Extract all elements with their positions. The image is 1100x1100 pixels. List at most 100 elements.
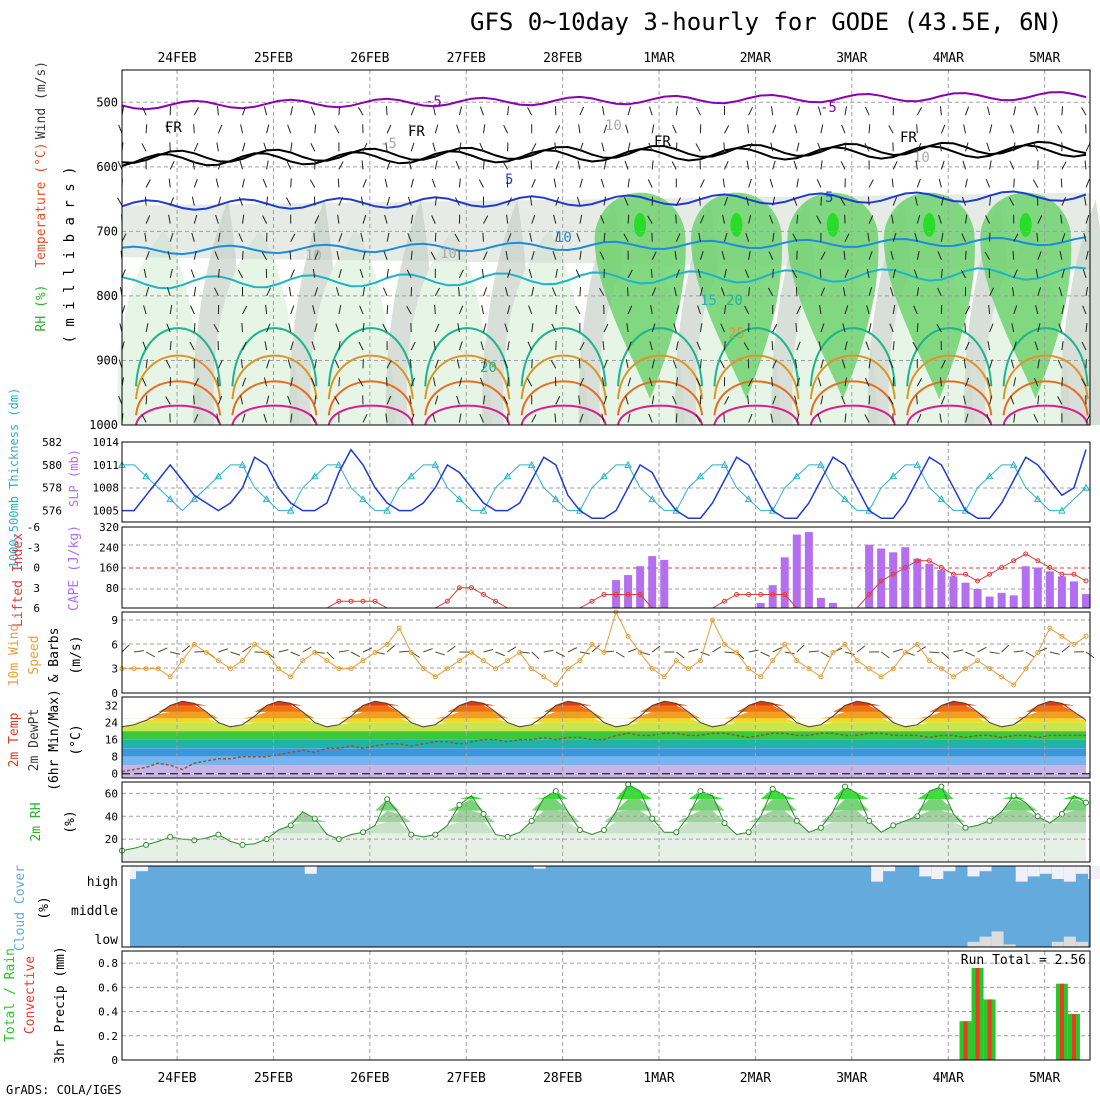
thickness-marker bbox=[961, 506, 970, 514]
wind-barb bbox=[384, 214, 388, 224]
wind-barb bbox=[409, 359, 412, 369]
wind-barb bbox=[579, 106, 585, 116]
wind-barb bbox=[262, 178, 268, 188]
slp-tick-label: 1014 bbox=[93, 436, 120, 449]
wind-barb bbox=[601, 142, 605, 152]
wind-barb bbox=[314, 395, 317, 405]
wind-barb bbox=[768, 251, 774, 260]
temp-tick-label: 16 bbox=[105, 734, 118, 747]
wind-speed-marker bbox=[697, 658, 703, 664]
wind-barb bbox=[1057, 396, 1063, 405]
wind-barb bbox=[483, 359, 486, 369]
wind-speed-marker bbox=[493, 666, 499, 672]
wind-barb-10m bbox=[844, 651, 855, 656]
wind-barb bbox=[820, 287, 826, 297]
wind-barb bbox=[190, 305, 195, 315]
wind-barb bbox=[338, 269, 342, 278]
thickness-marker bbox=[479, 506, 488, 514]
wind-barb bbox=[747, 395, 750, 405]
wind-barb bbox=[916, 378, 922, 387]
wind-barb bbox=[961, 196, 966, 206]
temp-band bbox=[122, 718, 1086, 723]
wind-barb bbox=[724, 396, 730, 405]
wind-barb bbox=[627, 106, 632, 116]
wind-barb-10m bbox=[712, 646, 722, 653]
wind-barb bbox=[627, 341, 632, 351]
wind-speed-marker bbox=[1071, 641, 1077, 647]
thickness-marker bbox=[744, 495, 753, 503]
wind-barb bbox=[864, 414, 870, 423]
wind-barb bbox=[864, 106, 870, 116]
wind-barb bbox=[675, 305, 680, 315]
wind-barb bbox=[820, 323, 825, 333]
wind-barb bbox=[890, 250, 894, 260]
wind10m-barbs-ylabel: & Barbs bbox=[47, 628, 62, 683]
rh-bright-spot bbox=[1019, 212, 1032, 237]
wind-barb bbox=[263, 106, 268, 116]
wind-barb-10m bbox=[362, 647, 373, 653]
wind-barb bbox=[1037, 323, 1041, 333]
wind-barb bbox=[579, 413, 584, 423]
wind-barb bbox=[507, 197, 512, 206]
cape-bar bbox=[816, 597, 825, 608]
precip-tick-label: 0.4 bbox=[98, 1006, 118, 1019]
wind-barb bbox=[699, 359, 702, 369]
cape-bar bbox=[961, 582, 970, 608]
contour-label: FR bbox=[408, 124, 425, 140]
rh2m-marker bbox=[721, 820, 728, 827]
wind-barb-10m bbox=[567, 647, 578, 653]
wind-barb bbox=[603, 395, 608, 405]
wind-barb-10m bbox=[700, 651, 710, 657]
wind-barb bbox=[820, 160, 823, 170]
dewpt-ylabel: 2m DewPt bbox=[27, 709, 42, 772]
wind-barb bbox=[504, 323, 509, 333]
wind-barb bbox=[841, 124, 846, 134]
wind-barb bbox=[266, 124, 270, 134]
wind-barb bbox=[287, 359, 292, 369]
wind-barb bbox=[864, 377, 870, 387]
li-marker bbox=[1011, 558, 1017, 564]
temp-band bbox=[122, 701, 1086, 706]
wind-barb bbox=[265, 304, 268, 315]
wind-barb bbox=[551, 323, 557, 333]
cape-bar bbox=[1045, 571, 1054, 608]
wind-barb bbox=[868, 251, 873, 260]
pressure-tick-label: 800 bbox=[96, 289, 118, 303]
temp-arch-contour bbox=[809, 354, 896, 400]
wind-barb bbox=[938, 214, 942, 224]
wind-barb bbox=[1058, 323, 1063, 333]
cape-tick-label: 320 bbox=[99, 521, 119, 534]
wind-barb bbox=[239, 160, 243, 170]
wind-barb bbox=[913, 269, 918, 279]
wind-barb bbox=[772, 323, 778, 333]
wind-barb bbox=[650, 305, 653, 315]
wind-barb bbox=[145, 287, 150, 297]
wind-barb bbox=[748, 377, 753, 387]
wind-barb bbox=[479, 106, 484, 116]
run-total-label: Run Total = 2.56 bbox=[961, 953, 1086, 968]
wind-barb bbox=[338, 197, 344, 206]
wind-barb bbox=[334, 359, 340, 369]
wind-speed-marker bbox=[722, 641, 727, 647]
wind-barb bbox=[1010, 124, 1015, 134]
wind-barb bbox=[1013, 341, 1017, 351]
wind-speed-marker bbox=[806, 666, 812, 672]
wind-speed-marker bbox=[240, 658, 245, 664]
wind-barb bbox=[383, 251, 388, 260]
wind-barb bbox=[242, 250, 244, 260]
cape-bar bbox=[792, 534, 801, 608]
wind-barb bbox=[844, 106, 848, 116]
cloud-high-gap bbox=[919, 866, 932, 877]
wind-barb bbox=[531, 143, 537, 152]
wind-barb bbox=[648, 413, 653, 423]
wind-barb bbox=[772, 395, 777, 405]
wind-barb bbox=[527, 107, 533, 116]
wind-barb bbox=[216, 106, 219, 116]
wind-speed-marker bbox=[1047, 625, 1053, 631]
wind-barb bbox=[1033, 377, 1039, 387]
wind-barb bbox=[988, 304, 991, 315]
wind-barb bbox=[216, 377, 219, 387]
wind-barb-10m bbox=[181, 645, 191, 653]
wind-speed-marker bbox=[131, 666, 137, 672]
cloud-low-gap bbox=[979, 936, 992, 947]
